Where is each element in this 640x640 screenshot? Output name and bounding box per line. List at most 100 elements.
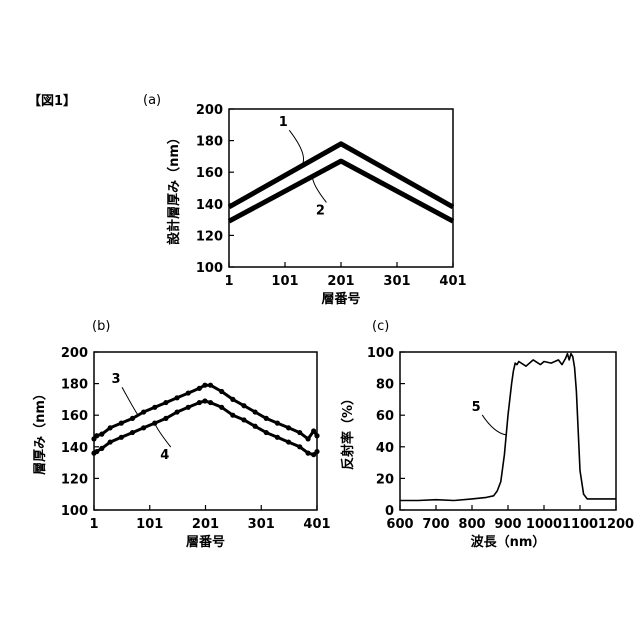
- annotation-leader-4: [154, 422, 172, 448]
- x-tick-label: 1100: [562, 517, 598, 532]
- y-tick-label: 20: [376, 472, 394, 487]
- data-point-b-2: [94, 448, 100, 455]
- x-tick-label: 800: [458, 517, 485, 532]
- data-point-b-1: [314, 433, 320, 439]
- data-point-b-2: [185, 404, 191, 410]
- data-point-b-2: [107, 439, 113, 445]
- data-point-b-1: [152, 404, 158, 410]
- x-axis-title-c: 波長（nm）: [471, 534, 546, 550]
- y-axis-title-b: 層厚み（nm）: [32, 387, 48, 475]
- y-tick-label: 120: [61, 472, 88, 487]
- figure-label: 【図1】: [28, 93, 76, 109]
- panel-label-a: (a): [143, 93, 161, 108]
- y-tick-label: 60: [376, 409, 394, 424]
- data-point-b-2: [297, 444, 303, 450]
- data-point-b-2: [274, 434, 281, 440]
- y-tick-label: 120: [196, 229, 223, 244]
- y-tick-label: 40: [376, 441, 394, 456]
- data-point-b-2: [163, 415, 169, 421]
- data-point-b-2: [263, 429, 269, 436]
- annotation-label-4: 4: [160, 448, 169, 463]
- data-point-b-1: [297, 429, 303, 436]
- data-point-b-1: [241, 403, 247, 409]
- data-point-b-2: [314, 448, 320, 455]
- data-point-b-1: [163, 399, 169, 406]
- data-point-b-1: [274, 420, 281, 426]
- data-point-b-2: [99, 445, 105, 451]
- annotation-label-5: 5: [472, 400, 481, 415]
- series-line-b-2: [93, 399, 319, 457]
- panel-label-b: (b): [92, 319, 110, 334]
- series-line-b-1: [92, 383, 319, 441]
- x-tick-label: 900: [494, 517, 521, 532]
- data-point-b-2: [141, 425, 147, 431]
- plot-frame-b: [93, 351, 318, 511]
- x-tick-label: 1000: [526, 517, 562, 532]
- data-point-b-2: [219, 404, 225, 410]
- data-point-b-1: [285, 425, 292, 431]
- data-point-b-1: [252, 409, 258, 415]
- data-point-b-2: [202, 398, 208, 404]
- chart-b-layer-thickness: (b) 100 120 140 160 180 200 1 101 201 301 401 層番号 層厚み…: [32, 319, 331, 550]
- y-tick-label: 0: [385, 504, 394, 519]
- y-tick-label: 180: [196, 135, 223, 150]
- annotation-leader-5: [481, 414, 507, 436]
- data-point-b-1: [129, 415, 136, 421]
- data-point-b-1: [107, 425, 113, 431]
- data-point-b-1: [219, 388, 225, 395]
- x-tick-label: 201: [192, 517, 219, 532]
- data-point-b-2: [241, 417, 247, 423]
- x-tick-label: 401: [303, 517, 330, 532]
- y-tick-label: 160: [196, 166, 223, 181]
- annotation-label-3: 3: [112, 372, 121, 387]
- plot-frame-c: [399, 351, 617, 511]
- x-axis-title-b: 層番号: [186, 534, 225, 550]
- y-tick-label: 100: [196, 261, 223, 276]
- data-point-b-1: [207, 382, 214, 388]
- data-point-b-2: [118, 434, 124, 440]
- x-tick-label: 1: [89, 517, 98, 532]
- data-point-b-1: [305, 436, 311, 442]
- y-tick-label: 180: [61, 378, 88, 393]
- annotation-leader-3: [121, 386, 139, 416]
- data-point-b-1: [99, 431, 105, 437]
- y-tick-label: 140: [196, 198, 223, 213]
- chart-a-thickness-design: (a) 100 120 140 160 180 200 1 101 201 301 401 層番号 設計層…: [143, 93, 467, 307]
- x-tick-label: 1: [224, 274, 233, 289]
- x-tick-label: 301: [383, 274, 410, 289]
- data-point-b-2: [230, 412, 236, 418]
- y-tick-label: 100: [367, 346, 394, 361]
- annotation-leader-1: [288, 129, 304, 167]
- data-point-b-1: [185, 390, 191, 396]
- data-point-b-1: [118, 420, 124, 426]
- y-tick-label: 200: [61, 346, 88, 361]
- data-point-b-1: [196, 385, 202, 391]
- panel-label-c: (c): [372, 319, 389, 334]
- x-tick-label: 101: [271, 274, 298, 289]
- x-tick-label: 201: [327, 274, 354, 289]
- y-axis-title-a: 設計層厚み（nm）: [166, 131, 182, 245]
- data-point-b-2: [196, 399, 202, 406]
- y-tick-label: 200: [196, 103, 223, 118]
- data-point-b-2: [311, 452, 317, 458]
- y-tick-label: 80: [376, 378, 394, 393]
- y-axis-title-c: 反射率（%）: [340, 392, 356, 470]
- x-tick-label: 700: [422, 517, 449, 532]
- annotation-label-1: 1: [279, 115, 288, 130]
- x-tick-label: 401: [439, 274, 466, 289]
- x-tick-label: 101: [136, 517, 163, 532]
- y-tick-label: 160: [61, 409, 88, 424]
- data-point-b-2: [129, 429, 136, 436]
- data-point-b-1: [174, 395, 180, 401]
- y-tick-label: 100: [61, 504, 88, 519]
- annotation-label-2: 2: [316, 203, 325, 218]
- annotation-leader-2: [311, 176, 327, 203]
- data-point-b-2: [152, 420, 158, 426]
- data-point-b-1: [94, 433, 100, 439]
- y-tick-label: 140: [61, 441, 88, 456]
- data-point-b-1: [141, 409, 147, 415]
- data-point-b-1: [263, 415, 269, 421]
- data-point-b-1: [311, 428, 317, 434]
- data-point-b-2: [207, 399, 214, 406]
